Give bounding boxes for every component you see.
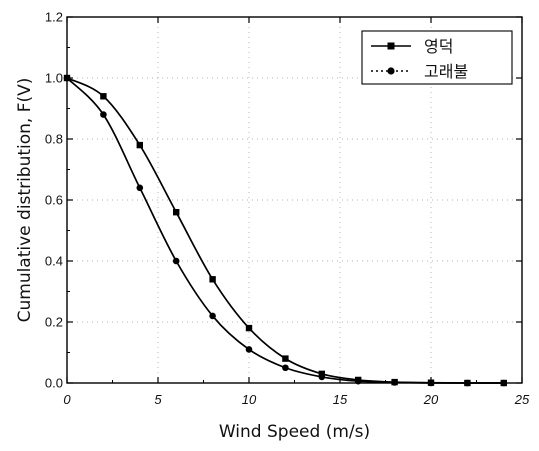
legend-label-series-1: 영덕 xyxy=(424,37,453,56)
y-tick-label: 0.6 xyxy=(45,193,63,208)
data-point-series-2 xyxy=(427,379,435,387)
y-tick-label: 0.0 xyxy=(45,376,63,391)
legend-entry-series-2: 고래불 xyxy=(371,62,468,81)
data-point-series-2 xyxy=(245,346,253,353)
data-point-series-1 xyxy=(209,276,216,283)
data-point-series-1 xyxy=(136,141,143,149)
y-axis-label: Cumulative distribution, F(V) xyxy=(15,78,35,323)
y-tick-label: 0.8 xyxy=(45,132,63,147)
data-point-series-2 xyxy=(391,379,398,386)
data-point-series-2 xyxy=(209,312,216,320)
x-tick-label: 25 xyxy=(514,392,530,407)
legend-entry-series-1: 영덕 xyxy=(371,37,453,56)
data-point-series-2 xyxy=(318,373,326,381)
legend-box xyxy=(361,30,513,85)
data-point-series-2 xyxy=(172,257,180,265)
legend-label-series-2: 고래불 xyxy=(424,62,468,81)
legend-marker-series-2 xyxy=(387,67,395,75)
data-point-series-2 xyxy=(136,184,144,192)
data-point-series-2 xyxy=(354,377,362,385)
data-point-series-1 xyxy=(282,355,289,362)
y-tick-label: 1.2 xyxy=(45,10,63,25)
series-layer xyxy=(63,74,508,387)
data-point-series-2 xyxy=(63,74,71,82)
x-tick-label: 15 xyxy=(333,392,348,407)
data-point-series-1 xyxy=(245,324,253,332)
y-tick-label: 0.2 xyxy=(45,315,63,330)
series-line-2 xyxy=(66,77,504,384)
data-point-series-2 xyxy=(100,111,107,118)
x-tick-label: 5 xyxy=(154,392,162,407)
x-tick-label: 0 xyxy=(63,392,71,407)
series-line-1 xyxy=(66,77,504,384)
data-point-series-2 xyxy=(282,364,289,372)
data-point-series-1 xyxy=(100,93,107,100)
x-axis-label: Wind Speed (m/s) xyxy=(219,422,370,442)
ticks: 0.0 0.2 0.4 0.6 0.8 1.0 1.2 0 5 10 15 20 25 xyxy=(45,10,530,408)
data-point-series-2 xyxy=(464,379,471,387)
data-point-series-2 xyxy=(500,379,508,387)
x-tick-label: 20 xyxy=(423,392,439,407)
y-tick-label: 0.4 xyxy=(45,254,63,269)
y-tick-label: 1.0 xyxy=(45,71,63,86)
x-tick-label: 10 xyxy=(242,392,257,407)
legend-marker-series-1 xyxy=(387,42,395,50)
legend: 영덕 고래불 xyxy=(361,30,513,85)
data-point-series-1 xyxy=(173,209,180,216)
